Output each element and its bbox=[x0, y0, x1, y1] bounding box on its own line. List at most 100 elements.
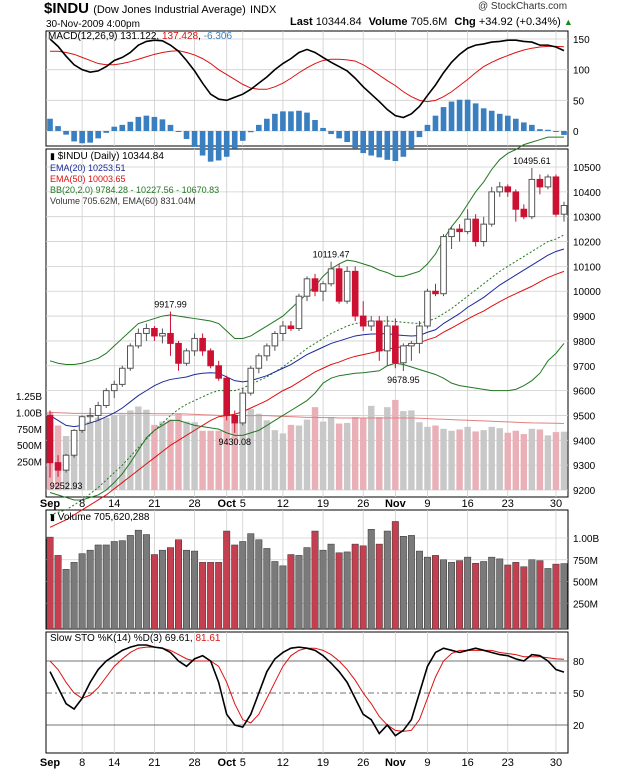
volume-bar bbox=[552, 563, 560, 630]
sto-panel-frame bbox=[45, 631, 569, 754]
candle-body bbox=[167, 332, 174, 344]
candle-body bbox=[70, 429, 78, 456]
macd-histogram-bar bbox=[207, 131, 214, 162]
x-axis-label: 23 bbox=[502, 757, 514, 769]
price-tick-label: 9300 bbox=[573, 461, 596, 472]
price-tick-label: 9200 bbox=[573, 486, 596, 497]
candle-body bbox=[255, 355, 263, 369]
macd-histogram-bar bbox=[183, 131, 190, 139]
volume-bar bbox=[94, 544, 102, 630]
price-tick-label: 9500 bbox=[573, 411, 596, 422]
macd-histogram-bar bbox=[79, 131, 85, 144]
x-axis-label: 16 bbox=[461, 757, 473, 769]
candle-body bbox=[175, 342, 182, 364]
x-axis-label: Oct bbox=[218, 498, 237, 510]
overlay-volume-bar bbox=[520, 434, 528, 490]
volume-bar bbox=[512, 562, 520, 630]
overlay-volume-tick: 750M bbox=[17, 425, 42, 436]
volume-bar bbox=[62, 569, 70, 630]
overlay-volume-bar bbox=[239, 415, 246, 490]
volume-ema60-line bbox=[49, 411, 564, 424]
macd-histogram-bar bbox=[488, 110, 495, 131]
sto-tick-label: 50 bbox=[573, 689, 585, 700]
volume-tick-label: 750M bbox=[573, 556, 598, 567]
macd-tick-label: 0 bbox=[573, 127, 579, 138]
x-axis-label: 5 bbox=[240, 757, 246, 769]
price-annotation: 10119.47 bbox=[313, 250, 350, 260]
overlay-volume-bar bbox=[504, 432, 511, 490]
overlay-volume-bar bbox=[215, 430, 222, 490]
price-panel-frame bbox=[45, 148, 569, 498]
x-axis-label: 19 bbox=[317, 757, 329, 769]
date-stamp: 30-Nov-2009 4:00pm bbox=[46, 19, 140, 30]
panel-frames bbox=[45, 30, 569, 754]
macd-signal-value: 137.428 bbox=[161, 31, 199, 42]
candle-body bbox=[504, 186, 512, 193]
price-legend: EMA(20) 10253.51 EMA(50) 10003.65 BB(20,… bbox=[50, 163, 219, 207]
macd-histogram-bar bbox=[231, 131, 238, 149]
price-tick-label: 10500 bbox=[573, 163, 601, 174]
overlay-volume-bar bbox=[440, 428, 447, 490]
candle-body bbox=[143, 328, 150, 334]
price-tick-label: 9800 bbox=[573, 337, 596, 348]
macd-histogram-bar bbox=[167, 124, 174, 131]
macd-histogram-bar bbox=[376, 131, 383, 158]
candle-body bbox=[536, 178, 544, 188]
macd-histogram-bar bbox=[320, 127, 326, 131]
volume-bar bbox=[279, 565, 287, 630]
x-axis-label: 30 bbox=[550, 757, 562, 769]
macd-histogram-bar bbox=[71, 131, 77, 142]
volume-bar bbox=[78, 553, 86, 630]
overlay-volume-tick: 250M bbox=[17, 458, 42, 469]
macd-histogram-bar bbox=[103, 131, 110, 133]
overlay-volume-bar bbox=[528, 428, 536, 490]
volume-bar bbox=[263, 548, 271, 630]
x-axis-label: Nov bbox=[385, 498, 407, 510]
macd-title: MACD(12,26,9) bbox=[48, 31, 118, 42]
candle-body bbox=[239, 392, 247, 424]
macd-histogram-bar bbox=[553, 131, 559, 132]
candle-body bbox=[183, 350, 190, 364]
macd-histogram-bar bbox=[135, 116, 142, 131]
overlay-volume-bar bbox=[351, 416, 359, 490]
volume-bar bbox=[544, 568, 552, 630]
volume-bar bbox=[46, 536, 54, 630]
candle-body bbox=[287, 325, 295, 329]
candle-body bbox=[367, 320, 375, 327]
overlay-volume-bar bbox=[512, 430, 520, 490]
index-name: (Dow Jones Industrial Average) bbox=[93, 4, 246, 16]
sto-k-line bbox=[49, 644, 565, 737]
candle-body bbox=[520, 208, 528, 218]
candle-body bbox=[118, 367, 126, 385]
macd-histogram-bar bbox=[304, 112, 310, 131]
price-annotation: 10495.61 bbox=[513, 156, 551, 166]
x-axis-label: Sep bbox=[40, 498, 60, 510]
candle-body bbox=[464, 218, 471, 233]
volume-bar bbox=[207, 562, 215, 630]
overlay-volume-bar bbox=[376, 416, 383, 490]
price-title-text: $INDU (Daily) 10344.84 bbox=[57, 151, 164, 162]
candle-body bbox=[335, 268, 343, 302]
quote-line: Last 10344.84 Volume 705.6M Chg +34.92 (… bbox=[290, 16, 573, 28]
volume-value: 705.6M bbox=[410, 16, 448, 28]
price-tick-label: 10000 bbox=[573, 287, 601, 298]
overlay-volume-bar bbox=[303, 419, 311, 490]
legend-bb: BB(20,2.0) 9784.28 - 10227.56 - 10670.83 bbox=[50, 185, 220, 195]
macd-histogram-bar bbox=[448, 101, 455, 131]
candle-body bbox=[512, 191, 520, 210]
macd-label: MACD(12,26,9) 131.122, 137.428, -6.306 bbox=[48, 31, 233, 42]
volume-bar bbox=[215, 562, 223, 630]
candle-body bbox=[271, 332, 279, 347]
x-axis-label: 8 bbox=[79, 498, 85, 510]
candle-body bbox=[560, 205, 568, 215]
overlay-volume-bar bbox=[94, 417, 102, 490]
macd-histogram-bar bbox=[47, 118, 53, 131]
volume-bar bbox=[319, 549, 327, 630]
overlay-volume-bar bbox=[480, 430, 487, 490]
price-tick-label: 10200 bbox=[573, 238, 601, 249]
volume-bar bbox=[415, 550, 423, 630]
volume-bar bbox=[223, 530, 231, 630]
grid-lines bbox=[46, 31, 568, 753]
overlay-volume-bar bbox=[456, 429, 463, 490]
macd-histogram-bar bbox=[545, 129, 551, 131]
